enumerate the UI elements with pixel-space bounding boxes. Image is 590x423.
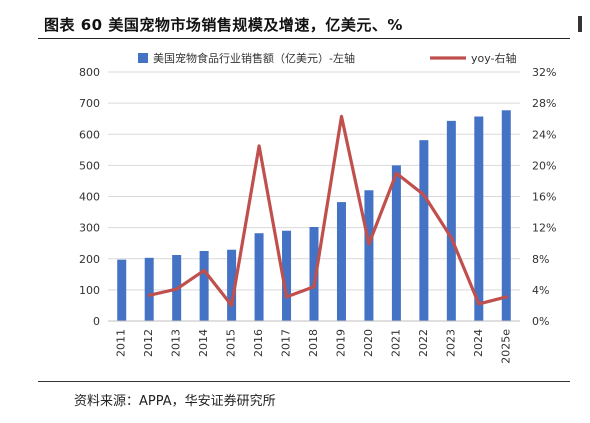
- bar: [501, 110, 511, 321]
- right-tick-label: 16%: [532, 191, 556, 204]
- right-tick-label: 8%: [532, 253, 549, 266]
- x-tick-label: 2024: [472, 329, 485, 357]
- left-tick-label: 100: [79, 284, 100, 297]
- bar: [199, 250, 209, 321]
- bar: [446, 120, 456, 322]
- x-tick-label: 2019: [334, 329, 347, 357]
- left-tick-label: 200: [79, 253, 100, 266]
- title-divider: [38, 38, 570, 39]
- right-tick-label: 20%: [532, 159, 556, 172]
- bar: [309, 227, 319, 321]
- legend: 美国宠物食品行业销售额（亿美元）-左轴 yoy-右轴: [138, 51, 517, 65]
- legend-bar-label: 美国宠物食品行业销售额（亿美元）-左轴: [153, 51, 355, 65]
- left-tick-label: 600: [79, 128, 100, 141]
- x-tick-label: 2012: [142, 329, 155, 357]
- bar: [144, 257, 154, 321]
- bar: [474, 116, 484, 321]
- x-tick-label: 2021: [389, 329, 402, 357]
- x-tick-label: 2018: [307, 329, 320, 357]
- legend-line-label: yoy-右轴: [471, 51, 517, 65]
- yoy-line: [147, 114, 508, 307]
- x-tick-label: 2013: [170, 329, 183, 357]
- x-tick-label: 2022: [417, 329, 430, 357]
- left-tick-label: 0: [93, 315, 100, 328]
- bar: [254, 233, 264, 321]
- x-tick-label: 2020: [362, 329, 375, 357]
- edge-mark: [578, 16, 582, 32]
- bar: [117, 259, 127, 321]
- left-tick-label: 800: [79, 66, 100, 79]
- right-tick-label: 32%: [532, 66, 556, 79]
- axes: 0 100 200 300 400 500 600 700 800 0% 4% 8% 12% 16% 20%…: [79, 66, 556, 364]
- bar: [364, 190, 374, 321]
- combo-chart: 0 100 200 300 400 500 600 700 800 0% 4% 8% 12% 16% 20%…: [79, 51, 556, 364]
- left-tick-label: 500: [79, 159, 100, 172]
- x-tick-label: 2015: [225, 329, 238, 357]
- x-tick-label: 2025e: [499, 329, 512, 364]
- bar: [282, 230, 292, 321]
- source-note: 资料来源：APPA，华安证券研究所: [74, 394, 276, 409]
- x-tick-label: 2014: [197, 329, 210, 357]
- legend-bar-swatch: [138, 53, 148, 63]
- bar: [336, 202, 346, 321]
- right-tick-label: 28%: [532, 97, 556, 110]
- x-tick-label: 2011: [115, 329, 128, 357]
- left-tick-label: 300: [79, 222, 100, 235]
- right-tick-label: 12%: [532, 222, 556, 235]
- line-series: [147, 114, 508, 307]
- x-tick-label: 2017: [280, 329, 293, 357]
- left-tick-label: 400: [79, 191, 100, 204]
- right-tick-label: 4%: [532, 284, 549, 297]
- x-tick-label: 2023: [444, 329, 457, 357]
- x-tick-label: 2016: [252, 329, 265, 357]
- bar: [419, 140, 429, 321]
- left-tick-label: 700: [79, 97, 100, 110]
- bar: [391, 165, 401, 321]
- right-tick-label: 24%: [532, 128, 556, 141]
- figure-title: 图表 60 美国宠物市场销售规模及增速，亿美元、%: [44, 16, 403, 34]
- source-divider: [38, 381, 570, 382]
- bar: [227, 249, 237, 321]
- right-tick-label: 0%: [532, 315, 549, 328]
